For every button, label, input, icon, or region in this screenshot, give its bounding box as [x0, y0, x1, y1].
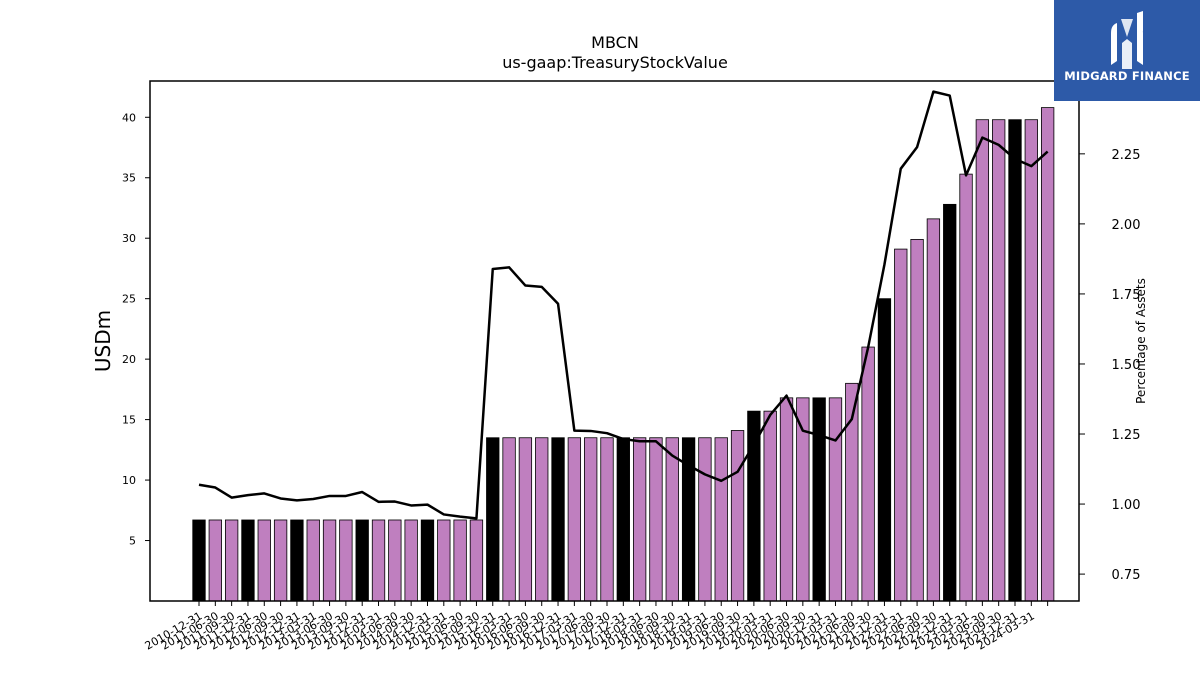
bar-2012-06-30 — [290, 519, 304, 602]
bar-2013-03-31 — [339, 519, 353, 602]
y2-tick-label-1: 1.00 — [1112, 498, 1141, 513]
bar-2021-03-31 — [861, 346, 875, 602]
bar-2014-03-31 — [404, 519, 418, 602]
y-axis-right: 0.75 1.00 1.25 1.50 1.75 2.00 2.25 — [1079, 148, 1140, 583]
bar-2019-03-31 — [730, 430, 745, 602]
bar-2019-12-31 — [779, 397, 794, 602]
bar-2011-12-31 — [257, 519, 271, 602]
bar-2022-03-31 — [926, 218, 941, 602]
brand-name: MIDGARD FINANCE — [1064, 69, 1190, 83]
bar-2016-09-30 — [567, 437, 582, 602]
bar-2013-06-30 — [355, 519, 369, 602]
y-tick-label-20: 20 — [122, 353, 136, 366]
bar-2017-12-31 — [649, 437, 663, 602]
bars-layer — [192, 107, 1055, 602]
y-axis-left: 5 10 15 20 25 30 35 40 — [122, 111, 150, 548]
bar-2020-06-30 — [812, 397, 826, 602]
bar-2022-06-30 — [943, 203, 957, 602]
bar-2014-09-30 — [437, 519, 451, 602]
bar-2011-03-31 — [208, 519, 222, 602]
bar-2019-09-30 — [763, 410, 777, 602]
bar-2015-09-30 — [502, 437, 516, 602]
y-tick-label-5: 5 — [129, 535, 136, 548]
y-axis-label: USDm — [91, 310, 115, 372]
bar-2013-09-30 — [371, 519, 386, 602]
bar-2017-09-30 — [632, 437, 647, 602]
y-tick-label-10: 10 — [122, 474, 136, 487]
bar-2012-09-30 — [306, 519, 320, 602]
bar-2014-06-30 — [420, 519, 435, 602]
y-tick-label-30: 30 — [122, 232, 136, 245]
bar-2023-09-30 — [1024, 119, 1038, 602]
plot-frame — [149, 80, 1080, 602]
bar-2023-12-31 — [1040, 107, 1055, 602]
y2-tick-label-1.75: 1.75 — [1112, 288, 1141, 303]
bar-2021-09-30 — [894, 248, 908, 602]
chart-subtitle: us-gaap:TreasuryStockValue — [502, 53, 728, 72]
bar-2014-12-31 — [453, 519, 467, 602]
bar-2015-03-31 — [469, 519, 484, 602]
bar-2021-12-31 — [910, 239, 924, 602]
bar-2018-12-31 — [714, 437, 728, 602]
brand-logo: MIDGARD FINANCE — [1054, 0, 1200, 101]
bar-2015-06-30 — [486, 437, 500, 602]
bar-2017-06-30 — [616, 437, 630, 602]
midgard-m-logo-icon — [1111, 11, 1143, 69]
y2-tick-label-1.5: 1.50 — [1112, 358, 1141, 373]
bar-2012-03-31 — [273, 519, 288, 602]
bar-2023-06-30 — [1008, 119, 1022, 602]
y2-tick-label-1.25: 1.25 — [1112, 428, 1141, 443]
bar-2020-09-30 — [828, 397, 843, 602]
bar-2023-03-31 — [992, 119, 1006, 602]
y-tick-label-15: 15 — [122, 414, 136, 427]
bar-2011-09-30 — [241, 519, 255, 602]
y2-tick-label-2.25: 2.25 — [1112, 148, 1141, 163]
bar-2011-06-30 — [224, 519, 239, 602]
bar-2012-12-31 — [322, 519, 337, 602]
bar-2016-12-31 — [584, 437, 598, 602]
y-tick-label-35: 35 — [122, 172, 136, 185]
bar-2019-06-30 — [747, 410, 761, 602]
bar-2018-03-31 — [665, 437, 679, 602]
bar-2015-12-31 — [518, 437, 533, 602]
bar-2022-12-31 — [975, 119, 990, 602]
bar-2010-12-31 — [192, 519, 206, 602]
bar-2016-03-31 — [535, 437, 549, 602]
bar-2018-09-30 — [698, 437, 712, 602]
y2-tick-label-0.75: 0.75 — [1112, 568, 1141, 583]
y-tick-label-40: 40 — [122, 111, 136, 124]
y2-axis-label: Percentage of Assets — [1134, 278, 1148, 404]
bar-2016-06-30 — [551, 437, 565, 602]
chart-title: MBCN — [591, 33, 639, 52]
bar-2013-12-31 — [388, 519, 402, 602]
x-axis: 2010-12-312011-06-302011-09-302011-12-31… — [143, 601, 1049, 653]
bar-2022-09-30 — [959, 173, 973, 602]
bar-2017-03-31 — [600, 437, 614, 602]
y2-tick-label-2: 2.00 — [1112, 218, 1141, 233]
bar-2021-06-30 — [877, 298, 892, 602]
percentage-of-assets-line — [198, 90, 1049, 520]
y-tick-label-25: 25 — [122, 293, 136, 306]
